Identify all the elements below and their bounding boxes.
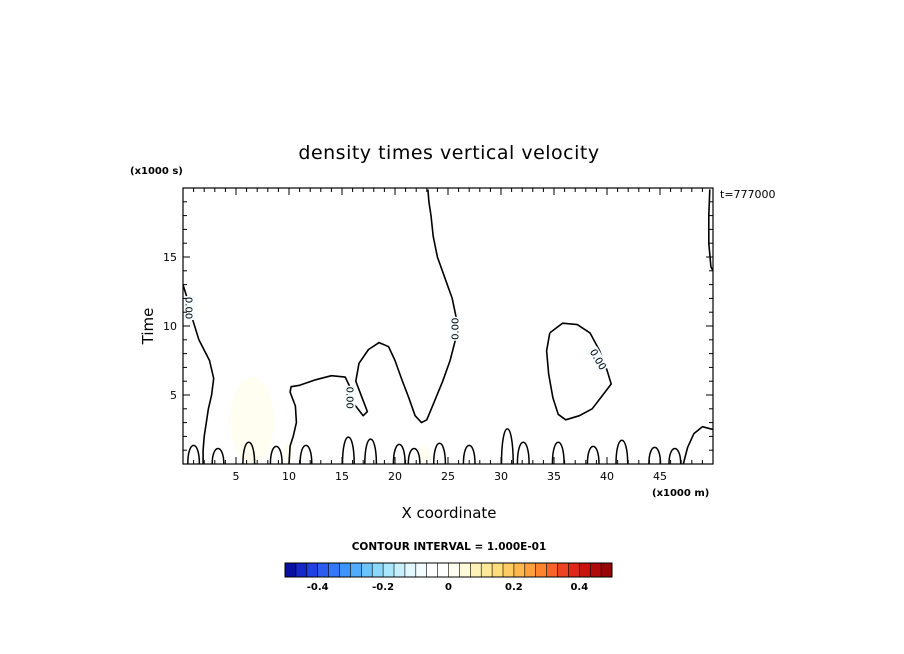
near-ground-contour-cell xyxy=(586,445,600,464)
colorbar-swatch xyxy=(285,563,297,577)
near-ground-contour-cell xyxy=(551,441,565,464)
plot-area: 0.000.000.000.00 xyxy=(182,188,713,464)
x-tick-label: 15 xyxy=(335,470,349,483)
near-ground-contour-cell xyxy=(364,438,378,464)
y-axis-ticks xyxy=(183,201,713,451)
near-ground-contour-cell xyxy=(615,439,629,464)
x-tick-label: 20 xyxy=(388,470,402,483)
colorbar-tick-labels: -0.4 -0.2 0 0.2 0.4 xyxy=(307,582,588,593)
near-ground-contour-cell xyxy=(668,447,682,464)
y-axis-tick-labels: 5 10 15 xyxy=(163,251,177,402)
colorbar-tick-label: 0.2 xyxy=(505,582,523,593)
colorbar-swatch xyxy=(350,563,362,577)
zero-contour-layer xyxy=(183,189,713,464)
colorbar-tick-label: 0 xyxy=(445,582,452,593)
near-ground-contour-cell xyxy=(516,441,530,464)
positive-fill-layer xyxy=(230,377,430,464)
x-tick-label: 25 xyxy=(441,470,455,483)
y-axis-label: Time xyxy=(139,308,157,346)
contour-interval-text: CONTOUR INTERVAL = 1.000E-01 xyxy=(352,541,547,553)
y-tick-label: 15 xyxy=(163,251,177,264)
colorbar-swatch xyxy=(372,563,384,577)
colorbar-swatch xyxy=(524,563,536,577)
colorbar-swatch xyxy=(339,563,351,577)
near-ground-contour-cell xyxy=(407,447,421,464)
colorbar-swatch xyxy=(513,563,526,577)
contour-label-background xyxy=(449,316,460,341)
colorbar-swatch xyxy=(328,563,340,577)
zero-contour-right-bubble xyxy=(545,322,612,421)
x-tick-label: 45 xyxy=(653,470,667,483)
colorbar-swatch xyxy=(295,563,308,577)
x-tick-label: 30 xyxy=(494,470,508,483)
near-ground-contour-cell xyxy=(242,441,256,464)
colorbar-swatch xyxy=(481,563,493,577)
positive-region-0 xyxy=(230,377,275,464)
x-axis-label: X coordinate xyxy=(401,504,496,522)
colorbar-swatch xyxy=(492,563,504,577)
zero-contour-main-boundary xyxy=(288,189,458,464)
contour-label-background xyxy=(184,296,195,321)
colorbar-swatch xyxy=(546,563,558,577)
colorbar-swatch xyxy=(579,563,591,577)
colorbar-frame xyxy=(284,562,613,578)
contour-label: 0.00 xyxy=(182,297,193,319)
y-tick-label: 5 xyxy=(170,389,177,402)
colorbar-swatch xyxy=(437,563,449,577)
x-axis-ticks xyxy=(193,188,703,464)
near-ground-contour-cell xyxy=(500,428,514,464)
colorbar-swatch xyxy=(383,563,395,577)
contour-label: 0.00 xyxy=(450,318,461,340)
x-tick-label: 40 xyxy=(600,470,614,483)
colorbar-swatch xyxy=(361,563,373,577)
x-tick-label: 35 xyxy=(547,470,561,483)
near-ground-contour-cell xyxy=(392,443,406,464)
zero-contour-bottom-right xyxy=(682,425,713,464)
colorbar-swatch xyxy=(557,563,569,577)
colorbar-swatch xyxy=(459,563,471,577)
chart-title: density times vertical velocity xyxy=(298,142,599,164)
colorbar-tick-label: 0.4 xyxy=(570,582,588,593)
positive-region-1 xyxy=(283,441,294,464)
y-unit-label: (x1000 s) xyxy=(130,166,183,177)
colorbar-swatch xyxy=(590,563,602,577)
colorbar xyxy=(285,563,613,577)
colorbar-swatch xyxy=(404,563,417,577)
colorbar-swatch xyxy=(317,563,329,577)
colorbar-swatch xyxy=(601,563,613,577)
near-ground-contour-cell xyxy=(462,444,476,464)
colorbar-swatch xyxy=(568,563,580,577)
colorbar-swatch xyxy=(415,563,427,577)
colorbar-swatch xyxy=(535,563,547,577)
near-ground-contour-cell xyxy=(299,444,313,464)
negative-fill-layer xyxy=(291,188,713,464)
colorbar-swatch xyxy=(306,563,318,577)
zero-contour-right-edge xyxy=(708,189,713,272)
x-tick-label: 5 xyxy=(233,470,240,483)
colorbar-swatch xyxy=(426,563,438,577)
y-tick-label: 10 xyxy=(163,320,177,333)
colorbar-swatch xyxy=(394,563,406,577)
x-axis-tick-labels: 5 10 15 20 25 30 35 40 45 xyxy=(233,470,668,483)
colorbar-swatch xyxy=(470,563,482,577)
near-ground-contour-cell xyxy=(432,442,447,464)
contour-label-background xyxy=(588,346,609,373)
contour-label: 0.00 xyxy=(343,387,354,409)
colorbar-swatch xyxy=(448,563,460,577)
colorbar-tick-label: -0.4 xyxy=(307,582,329,593)
x-unit-label: (x1000 m) xyxy=(652,488,709,499)
contour-label-background xyxy=(345,385,356,410)
negative-region-0 xyxy=(291,188,713,464)
near-ground-contour-cell xyxy=(211,447,225,464)
colorbar-swatch xyxy=(503,563,515,577)
near-ground-contour-cell xyxy=(187,444,201,464)
time-annotation: t=777000 xyxy=(720,188,776,201)
positive-region-2 xyxy=(419,446,430,464)
x-tick-label: 10 xyxy=(282,470,296,483)
colorbar-tick-label: -0.2 xyxy=(372,582,394,593)
near-ground-contour-cell xyxy=(269,445,283,464)
near-ground-contour-cell xyxy=(341,436,355,464)
